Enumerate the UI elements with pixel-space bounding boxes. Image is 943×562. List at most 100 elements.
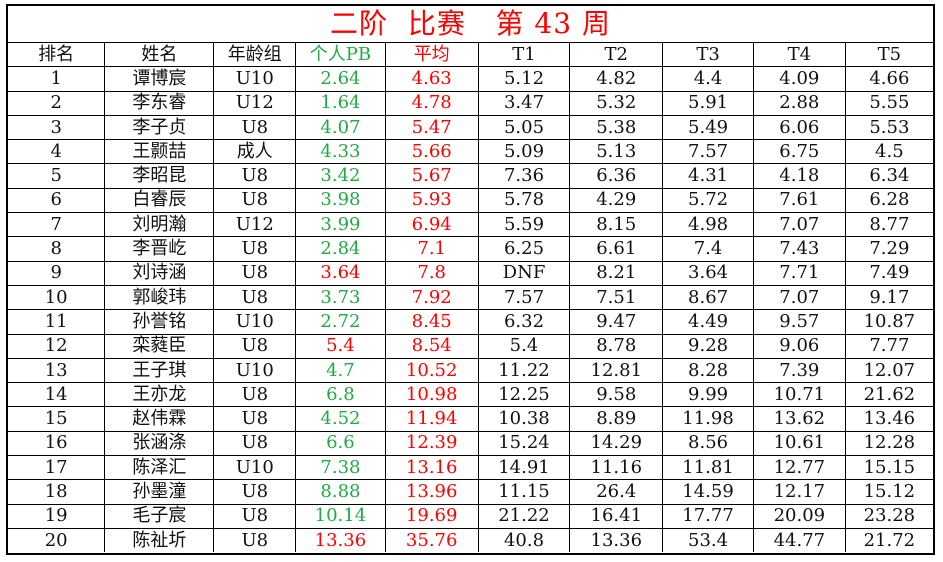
t3-cell[interactable]: 9.99: [662, 382, 754, 408]
t3-cell[interactable]: 8.56: [662, 430, 754, 457]
t5-cell[interactable]: 12.07: [844, 357, 933, 384]
t3-cell[interactable]: 4.4: [662, 66, 754, 92]
t2-cell[interactable]: 5.32: [569, 90, 664, 116]
t3-cell[interactable]: 8.28: [662, 357, 754, 384]
rank-cell[interactable]: 14: [8, 382, 106, 408]
average-cell[interactable]: 6.94: [384, 212, 479, 238]
t3-cell[interactable]: 7.4: [662, 236, 754, 262]
age-group-cell[interactable]: U12: [213, 90, 297, 116]
personal-best-cell[interactable]: 6.6: [295, 430, 386, 457]
rank-cell[interactable]: 2: [8, 90, 106, 116]
average-cell[interactable]: 11.94: [384, 406, 479, 432]
average-cell[interactable]: 4.78: [384, 90, 479, 116]
t4-cell[interactable]: 12.17: [752, 479, 846, 505]
t4-cell[interactable]: 12.77: [752, 455, 846, 481]
t3-cell[interactable]: 3.64: [662, 260, 754, 286]
t1-cell[interactable]: DNF: [477, 260, 571, 286]
name-cell[interactable]: 李晋屹: [104, 236, 215, 262]
personal-best-cell[interactable]: 3.64: [295, 260, 386, 286]
personal-best-cell[interactable]: 4.52: [295, 406, 386, 432]
header-age-group[interactable]: 年龄组: [213, 43, 297, 68]
t2-cell[interactable]: 5.38: [569, 114, 664, 141]
t1-cell[interactable]: 6.32: [477, 309, 571, 335]
average-cell[interactable]: 7.1: [384, 236, 479, 262]
rank-cell[interactable]: 13: [8, 357, 106, 384]
average-cell[interactable]: 13.96: [384, 479, 479, 505]
name-cell[interactable]: 孙墨潼: [104, 479, 215, 505]
rank-cell[interactable]: 10: [8, 284, 106, 311]
age-group-cell[interactable]: U8: [213, 527, 297, 553]
average-cell[interactable]: 7.92: [384, 284, 479, 311]
average-cell[interactable]: 13.16: [384, 455, 479, 481]
t3-cell[interactable]: 11.81: [662, 455, 754, 481]
rank-cell[interactable]: 11: [8, 309, 106, 335]
t3-cell[interactable]: 5.91: [662, 90, 754, 116]
t1-cell[interactable]: 7.36: [477, 163, 571, 189]
t2-cell[interactable]: 26.4: [569, 479, 664, 505]
t4-cell[interactable]: 7.43: [752, 236, 846, 262]
t5-cell[interactable]: 7.77: [844, 333, 933, 359]
age-group-cell[interactable]: U10: [213, 357, 297, 384]
rank-cell[interactable]: 12: [8, 333, 106, 359]
personal-best-cell[interactable]: 4.07: [295, 114, 386, 141]
rank-cell[interactable]: 18: [8, 479, 106, 505]
rank-cell[interactable]: 5: [8, 163, 106, 189]
t4-cell[interactable]: 20.09: [752, 503, 846, 529]
t1-cell[interactable]: 7.57: [477, 284, 571, 311]
t2-cell[interactable]: 5.13: [569, 139, 664, 165]
t2-cell[interactable]: 16.41: [569, 503, 664, 529]
t1-cell[interactable]: 11.15: [477, 479, 571, 505]
personal-best-cell[interactable]: 2.84: [295, 236, 386, 262]
personal-best-cell[interactable]: 3.98: [295, 187, 386, 214]
t4-cell[interactable]: 10.61: [752, 430, 846, 457]
name-cell[interactable]: 白睿辰: [104, 187, 215, 214]
name-cell[interactable]: 谭博宸: [104, 66, 215, 92]
t4-cell[interactable]: 13.62: [752, 406, 846, 432]
personal-best-cell[interactable]: 3.99: [295, 212, 386, 238]
average-cell[interactable]: 5.47: [384, 114, 479, 141]
personal-best-cell[interactable]: 2.64: [295, 66, 386, 92]
age-group-cell[interactable]: U12: [213, 212, 297, 238]
age-group-cell[interactable]: U8: [213, 260, 297, 286]
t5-cell[interactable]: 7.49: [844, 260, 933, 286]
rank-cell[interactable]: 1: [8, 66, 106, 92]
age-group-cell[interactable]: U10: [213, 66, 297, 92]
header-rank[interactable]: 排名: [8, 43, 106, 68]
t1-cell[interactable]: 5.05: [477, 114, 571, 141]
t3-cell[interactable]: 17.77: [662, 503, 754, 529]
t4-cell[interactable]: 7.71: [752, 260, 846, 286]
personal-best-cell[interactable]: 2.72: [295, 309, 386, 335]
average-cell[interactable]: 5.93: [384, 187, 479, 214]
age-group-cell[interactable]: 成人: [213, 139, 297, 165]
t4-cell[interactable]: 7.07: [752, 212, 846, 238]
age-group-cell[interactable]: U8: [213, 479, 297, 505]
personal-best-cell[interactable]: 4.33: [295, 139, 386, 165]
average-cell[interactable]: 8.45: [384, 309, 479, 335]
age-group-cell[interactable]: U8: [213, 406, 297, 432]
t2-cell[interactable]: 6.61: [569, 236, 664, 262]
rank-cell[interactable]: 7: [8, 212, 106, 238]
t1-cell[interactable]: 5.09: [477, 139, 571, 165]
t3-cell[interactable]: 7.57: [662, 139, 754, 165]
t4-cell[interactable]: 9.06: [752, 333, 846, 359]
personal-best-cell[interactable]: 1.64: [295, 90, 386, 116]
t2-cell[interactable]: 8.78: [569, 333, 664, 359]
age-group-cell[interactable]: U8: [213, 503, 297, 529]
rank-cell[interactable]: 9: [8, 260, 106, 286]
t2-cell[interactable]: 8.89: [569, 406, 664, 432]
t5-cell[interactable]: 6.28: [844, 187, 933, 214]
average-cell[interactable]: 10.98: [384, 382, 479, 408]
header-t2[interactable]: T2: [569, 43, 664, 68]
name-cell[interactable]: 栾蕤臣: [104, 333, 215, 359]
average-cell[interactable]: 5.66: [384, 139, 479, 165]
name-cell[interactable]: 陈祉圻: [104, 527, 215, 553]
t4-cell[interactable]: 7.39: [752, 357, 846, 384]
t5-cell[interactable]: 6.34: [844, 163, 933, 189]
header-t5[interactable]: T5: [844, 43, 933, 68]
personal-best-cell[interactable]: 10.14: [295, 503, 386, 529]
t3-cell[interactable]: 8.67: [662, 284, 754, 311]
header-average[interactable]: 平均: [384, 43, 479, 68]
name-cell[interactable]: 王颢喆: [104, 139, 215, 165]
average-cell[interactable]: 12.39: [384, 430, 479, 457]
age-group-cell[interactable]: U8: [213, 163, 297, 189]
